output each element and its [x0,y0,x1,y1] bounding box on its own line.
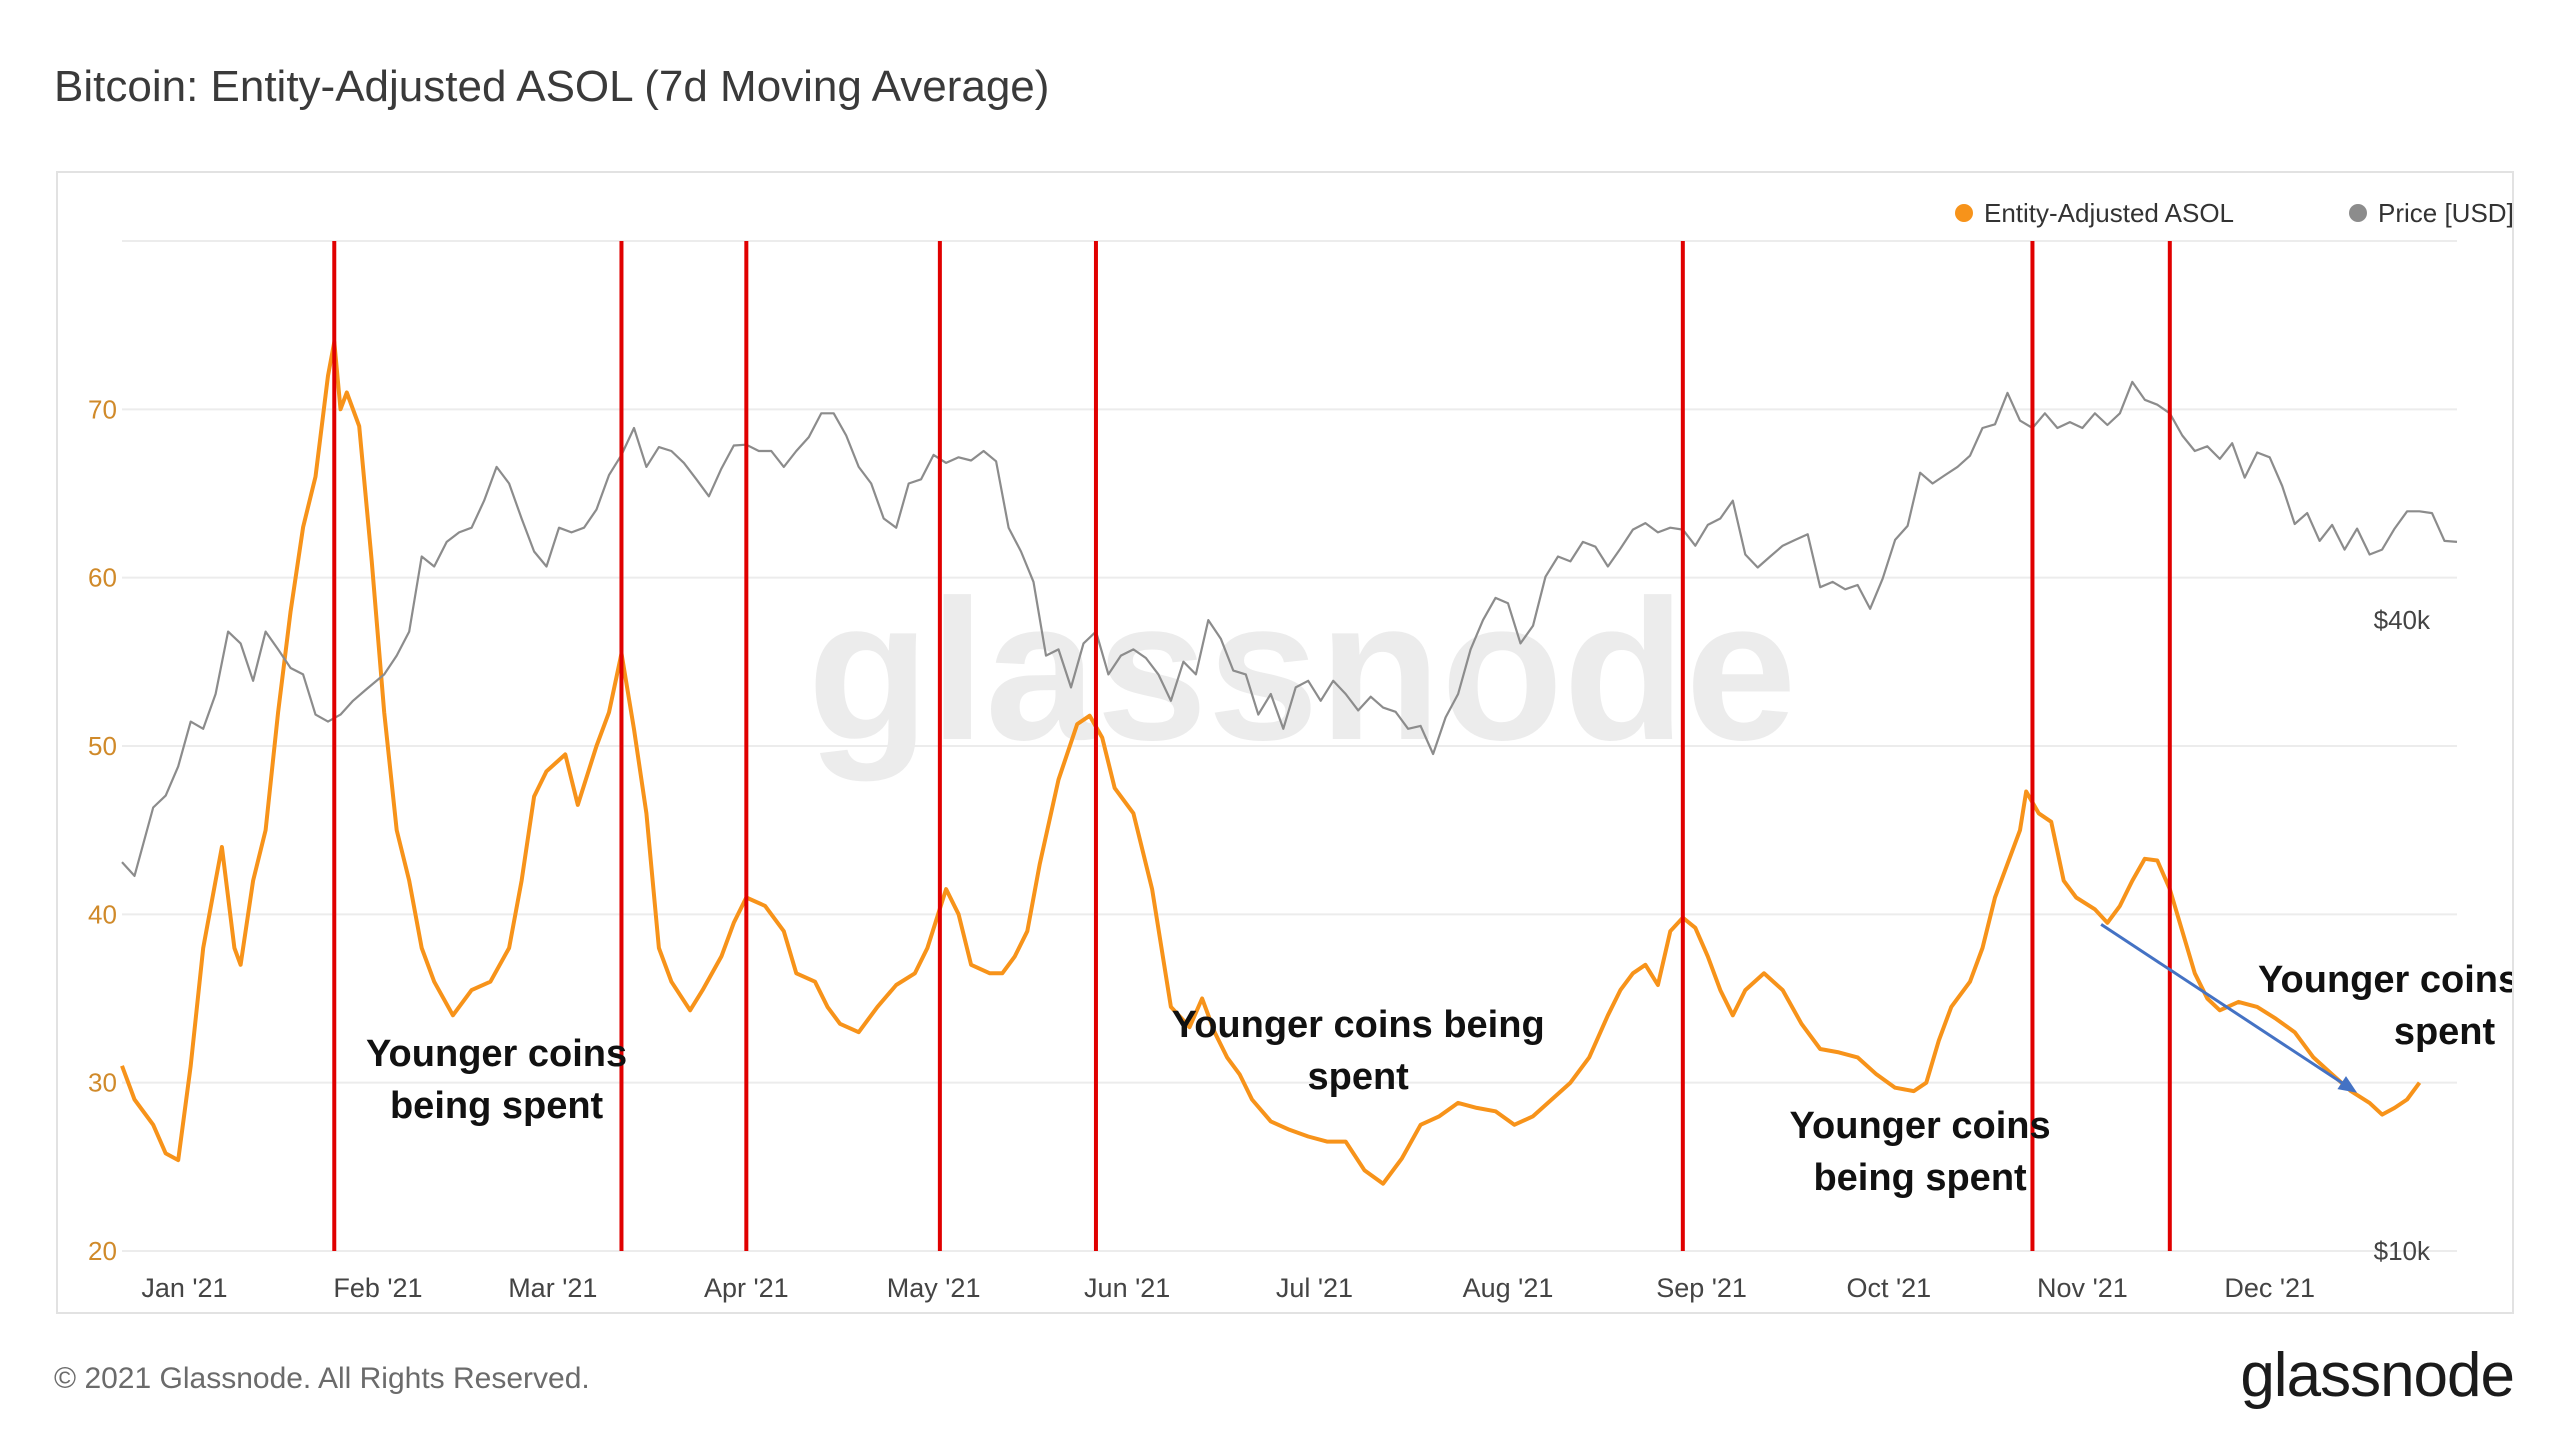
chart-frame: glassnode 20 30 40 50 60 70 $10k $40k Jan '21 F… [56,171,2514,1314]
x-tick-label: Mar '21 [508,1273,597,1303]
annotation: Younger coins being spent [366,1033,627,1127]
trend-arrow [2100,923,2352,1090]
trend-arrow-head [2337,1076,2358,1093]
annotation: Younger coins being spent [1790,1105,2051,1199]
annotation-line: spent [1307,1056,1409,1098]
left-tick-50: 50 [88,731,117,761]
annotation-line: being spent [1813,1157,2027,1199]
price-line [121,380,2458,877]
legend-dot-asol [1955,204,1973,222]
left-tick-40: 40 [88,899,117,929]
right-tick-40000: $40k [2374,605,2431,635]
marker-lines [332,241,2172,1251]
x-tick-label: May '21 [887,1273,981,1303]
annotation-line: Younger coins [1790,1105,2051,1147]
watermark: glassnode [807,559,1796,782]
annotation-line: Younger coins [366,1033,627,1075]
x-tick-label: Jul '21 [1276,1273,1353,1303]
annotation: Younger coins being spent [2258,959,2512,1053]
annotation: Younger coins being spent [1172,1004,1545,1098]
x-tick-label: Oct '21 [1847,1273,1932,1303]
asol-price-chart: glassnode 20 30 40 50 60 70 $10k $40k Jan '21 F… [88,198,2512,1303]
x-tick-label: Sep '21 [1656,1273,1747,1303]
right-axis: $10k $40k [2374,605,2431,1266]
annotation-line: being spent [390,1085,604,1127]
series-group [120,340,2458,1186]
x-tick-label: Dec '21 [2224,1273,2315,1303]
annotation-line: Younger coins being [2258,959,2512,1001]
right-tick-10000: $10k [2374,1236,2431,1266]
asol-line [120,340,2422,1186]
left-tick-30: 30 [88,1068,117,1098]
legend-dot-price [2349,204,2367,222]
x-tick-label: Feb '21 [333,1273,422,1303]
annotation-line: Younger coins being [1172,1004,1545,1046]
gridlines [122,240,2457,1252]
annotation-line: spent [2394,1011,2496,1053]
x-tick-label: Apr '21 [704,1273,789,1303]
left-tick-60: 60 [88,563,117,593]
x-tick-label: Jan '21 [141,1273,227,1303]
left-tick-20: 20 [88,1236,117,1266]
legend-label-asol: Entity-Adjusted ASOL [1984,198,2234,228]
x-axis: Jan '21 Feb '21 Mar '21 Apr '21 May '21 Jun '… [141,1273,2315,1303]
page-title: Bitcoin: Entity-Adjusted ASOL (7d Moving… [54,62,1050,111]
x-tick-label: Aug '21 [1463,1273,1554,1303]
x-tick-label: Nov '21 [2037,1273,2128,1303]
legend[interactable]: Entity-Adjusted ASOL Price [USD] [1955,198,2512,228]
copyright-text: © 2021 Glassnode. All Rights Reserved. [54,1362,590,1395]
x-tick-label: Jun '21 [1084,1273,1170,1303]
legend-label-price: Price [USD] [2378,198,2512,228]
glassnode-logo[interactable]: glassnode [2240,1341,2515,1410]
left-axis: 20 30 40 50 60 70 [88,394,117,1266]
left-tick-70: 70 [88,394,117,424]
